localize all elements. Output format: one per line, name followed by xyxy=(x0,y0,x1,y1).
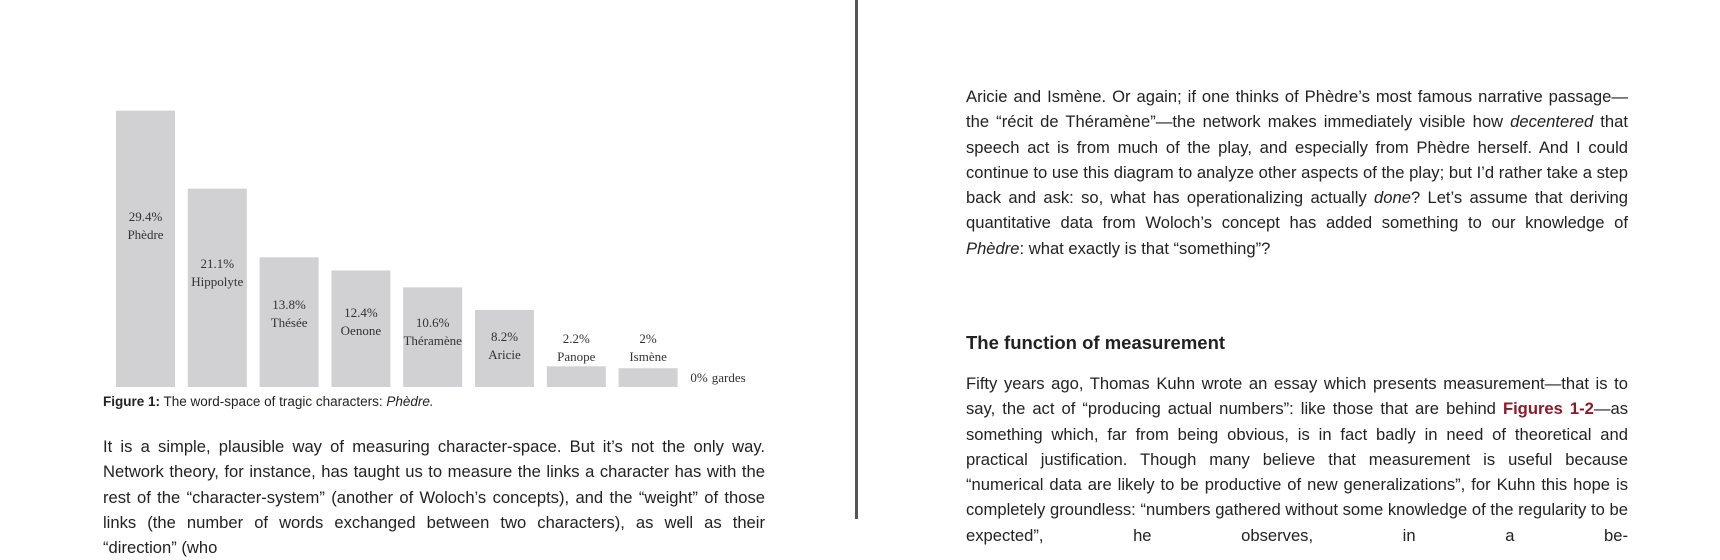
paragraph: Fifty years ago, Thomas Kuhn wrote an es… xyxy=(966,371,1628,548)
text: ? Let’s assume that deriving quantitativ… xyxy=(966,188,1629,233)
category-label: Phèdre xyxy=(127,227,163,242)
value-label: 2.2% xyxy=(563,331,590,346)
paragraph: Aricie and Ismène. Or again; if one thin… xyxy=(966,84,1628,261)
bar xyxy=(618,368,678,387)
bar xyxy=(403,287,463,387)
bar xyxy=(546,366,606,387)
value-label: 10.6% xyxy=(416,315,450,330)
figure-link[interactable]: Figures 1-2 xyxy=(1502,399,1594,419)
bar xyxy=(116,110,175,387)
category-label: Ismène xyxy=(629,349,667,364)
caption-title: Phèdre. xyxy=(386,394,434,409)
category-label: gardes xyxy=(712,370,746,385)
figure-caption: Figure 1: The word-space of tragic chara… xyxy=(103,394,434,409)
text: Fifty years ago, Thomas Kuhn wrote an es… xyxy=(966,374,1628,419)
emphasis: done xyxy=(1374,188,1411,208)
category-label: Oenone xyxy=(341,323,382,338)
chart: 29.4% Phèdre 21.1% Hippolyte 13.8% Thésée 12.4… xyxy=(116,110,746,387)
bar xyxy=(187,188,247,387)
bar xyxy=(259,257,319,387)
bar xyxy=(475,309,534,387)
section-heading: The function of measurement xyxy=(966,332,1226,353)
emphasis: Phèdre xyxy=(966,238,1020,258)
emphasis: decentered xyxy=(1510,112,1594,132)
caption-text: The word-space of tragic characters: xyxy=(163,394,387,409)
value-label: 2% xyxy=(639,331,657,346)
value-label: 8.2% xyxy=(491,329,518,344)
text: : what exactly is that “something”? xyxy=(1019,238,1271,258)
category-label: Aricie xyxy=(488,347,521,362)
text: that speech act is from much of the play… xyxy=(966,112,1628,208)
category-label: Panope xyxy=(557,349,596,364)
text: —as something which, far from being obvi… xyxy=(966,399,1629,545)
paragraph: It is a simple, plausible way of measuri… xyxy=(103,437,765,558)
category-label: Hippolyte xyxy=(191,274,243,289)
value-label: 21.1% xyxy=(201,256,235,271)
caption-label: Figure 1: xyxy=(103,394,161,409)
text: Aricie and Ismène. Or again; if one thin… xyxy=(966,87,1628,132)
bar xyxy=(331,270,391,387)
reader-page: 29.4% Phèdre 21.1% Hippolyte 13.8% Thésée 12.4… xyxy=(103,0,1629,558)
category-label: Théramène xyxy=(403,333,462,348)
value-label: 13.8% xyxy=(272,297,306,312)
value-label: 12.4% xyxy=(344,305,378,320)
value-label: 29.4% xyxy=(129,209,163,224)
page-divider xyxy=(855,0,858,519)
category-label: Thésée xyxy=(271,315,308,330)
value-label: 0% xyxy=(690,370,708,385)
